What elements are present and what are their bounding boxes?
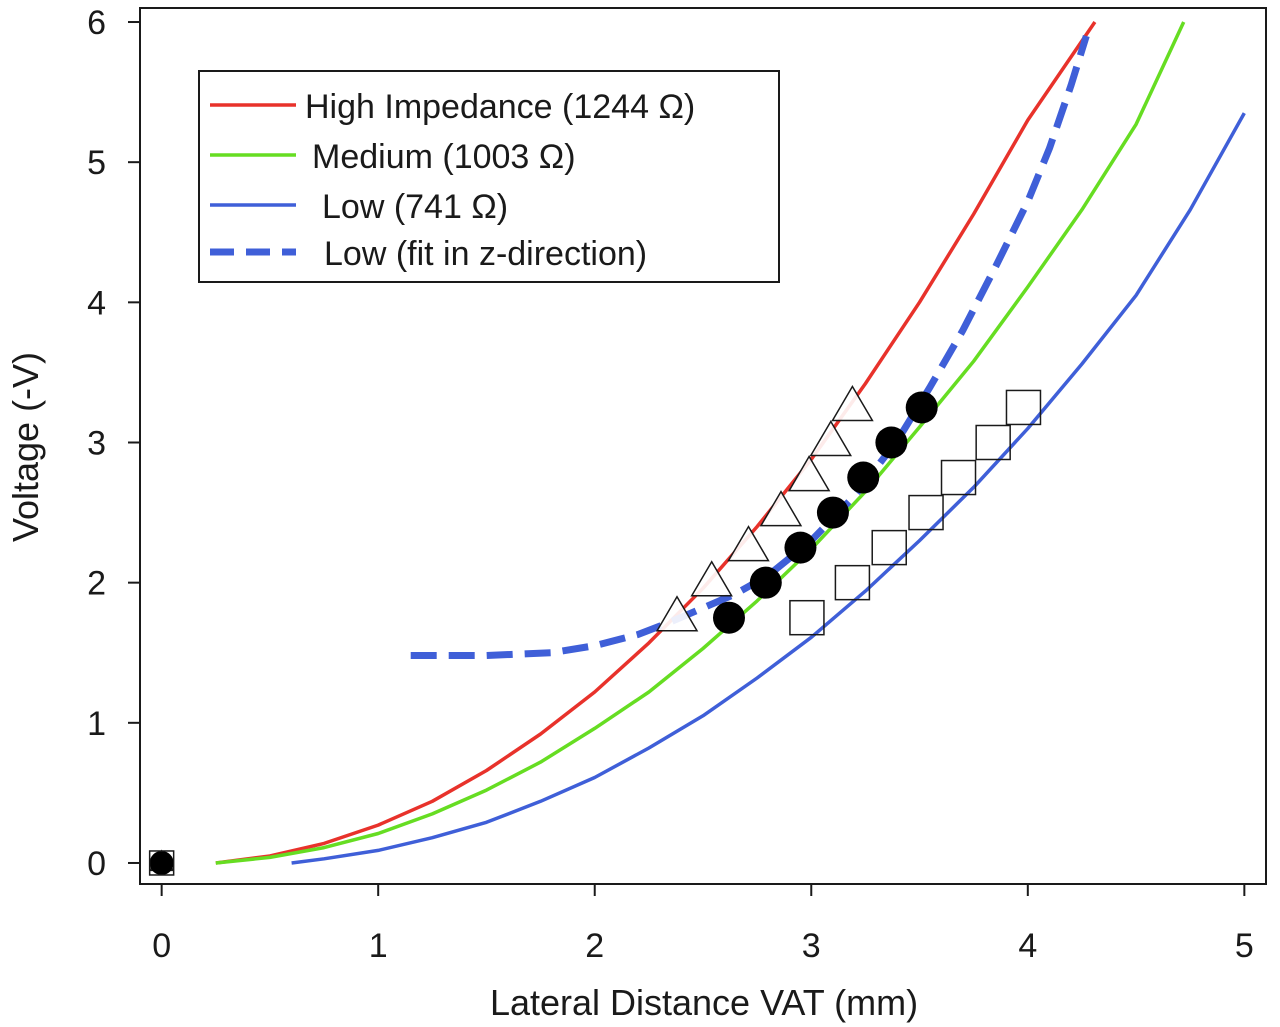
x-tick-label: 5 (1235, 927, 1254, 965)
y-axis-label: Voltage (-V) (5, 352, 46, 542)
triangle-marker (787, 455, 831, 492)
series-line-2 (291, 112, 1246, 865)
circle-marker (749, 566, 782, 599)
x-tick-label: 3 (802, 927, 821, 965)
series-line-1 (215, 21, 1186, 865)
circle-marker (816, 496, 849, 529)
triangle-marker (655, 595, 699, 632)
square-marker (940, 459, 977, 496)
legend-label-3: Low (fit in z-direction) (324, 235, 647, 273)
square-marker (975, 424, 1011, 461)
x-axis-label: Lateral Distance VAT (mm) (490, 982, 918, 1023)
legend-label-1: Medium (1003 Ω) (312, 138, 576, 176)
triangle-marker (809, 420, 853, 457)
square-marker (908, 494, 944, 531)
y-tick-label: 4 (87, 284, 106, 322)
x-tick-label: 1 (369, 927, 388, 965)
square-marker (871, 529, 907, 566)
triangle-marker (690, 560, 733, 597)
x-axis: 0 1 2 3 4 5 (152, 884, 1254, 965)
square-marker (789, 599, 825, 636)
plot-area (148, 21, 1246, 876)
y-tick-label: 0 (87, 845, 106, 883)
y-tick-label: 6 (87, 4, 106, 42)
y-tick-label: 2 (87, 565, 106, 603)
series-line-0 (215, 21, 1097, 865)
x-tick-label: 2 (585, 927, 604, 965)
triangle-marker (759, 490, 803, 527)
plot-frame (139, 7, 1267, 885)
square-marker (1005, 389, 1042, 426)
circle-marker (712, 601, 745, 634)
circle-marker (847, 461, 880, 494)
legend-label-2: Low (741 Ω) (322, 188, 508, 226)
square-marker (834, 564, 871, 601)
square-marker (148, 850, 175, 876)
circle-marker (875, 426, 908, 459)
circle-marker (905, 391, 938, 424)
y-tick-label: 5 (87, 144, 106, 182)
circle-marker (784, 531, 817, 564)
triangle-marker (727, 525, 770, 562)
x-tick-label: 4 (1018, 927, 1037, 965)
y-tick-label: 1 (87, 705, 106, 743)
circle-marker (149, 850, 174, 875)
y-tick-label: 3 (87, 424, 106, 462)
triangle-marker (831, 385, 874, 422)
legend-label-0: High Impedance (1244 Ω) (305, 88, 695, 126)
y-axis: 0 1 2 3 4 5 6 (87, 4, 140, 883)
x-tick-label: 0 (152, 927, 171, 965)
legend: High Impedance (1244 Ω) Medium (1003 Ω) Lo… (198, 70, 780, 283)
